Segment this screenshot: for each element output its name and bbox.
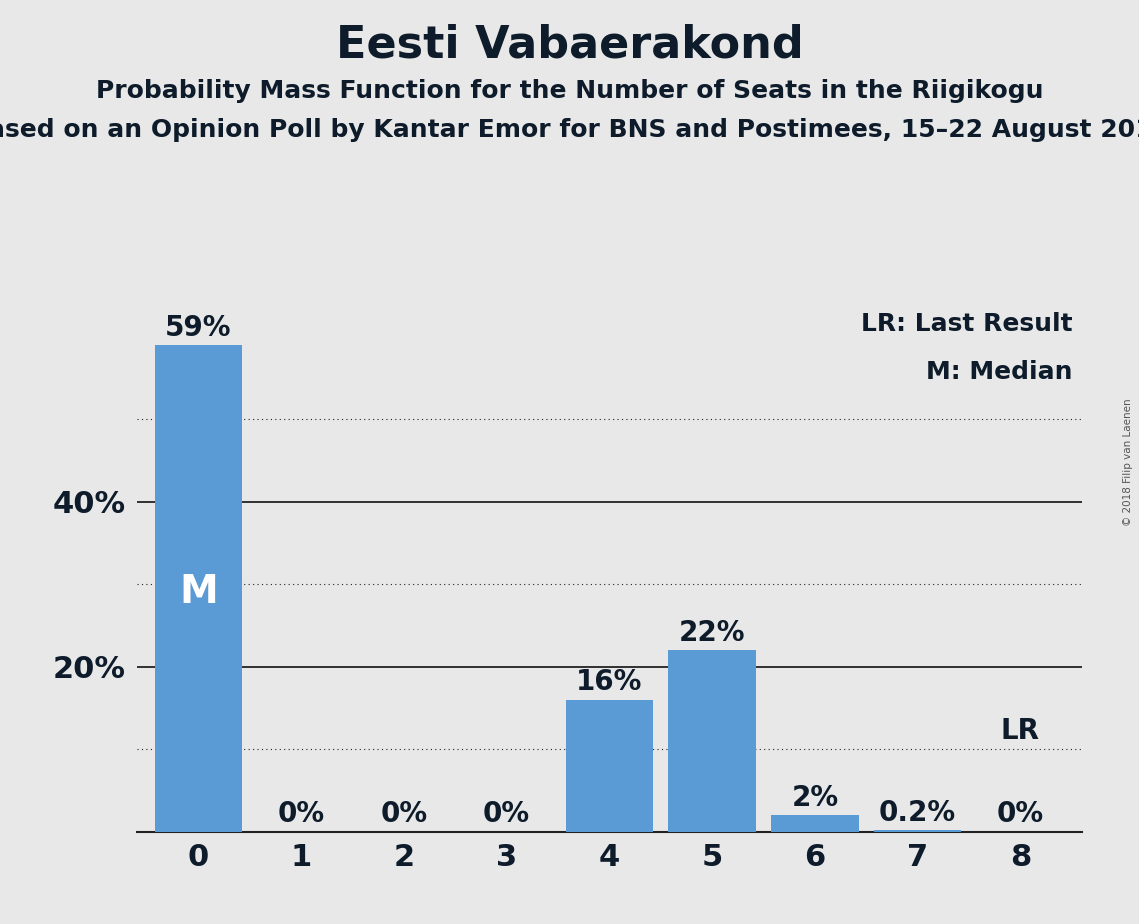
Text: 59%: 59%	[165, 314, 231, 342]
Text: 0.2%: 0.2%	[879, 798, 957, 827]
Bar	[874, 830, 961, 832]
Text: 0%: 0%	[997, 800, 1044, 828]
Text: 2%: 2%	[792, 784, 838, 812]
Text: Based on an Opinion Poll by Kantar Emor for BNS and Postimees, 15–22 August 2018: Based on an Opinion Poll by Kantar Emor …	[0, 118, 1139, 142]
Text: Probability Mass Function for the Number of Seats in the Riigikogu: Probability Mass Function for the Number…	[96, 79, 1043, 103]
Text: LR: LR	[1001, 717, 1040, 745]
Text: Eesti Vabaerakond: Eesti Vabaerakond	[336, 23, 803, 67]
Text: 0%: 0%	[483, 800, 530, 828]
Text: 0%: 0%	[380, 800, 427, 828]
Text: LR: Last Result: LR: Last Result	[861, 311, 1073, 335]
Text: 22%: 22%	[679, 619, 745, 647]
Text: M: Median: M: Median	[926, 360, 1073, 384]
Text: 16%: 16%	[576, 668, 642, 697]
Bar	[771, 815, 859, 832]
Text: © 2018 Filip van Laenen: © 2018 Filip van Laenen	[1123, 398, 1133, 526]
Bar	[669, 650, 756, 832]
Bar	[566, 699, 653, 832]
Text: M: M	[179, 574, 218, 612]
Bar	[155, 346, 241, 832]
Text: 0%: 0%	[278, 800, 325, 828]
